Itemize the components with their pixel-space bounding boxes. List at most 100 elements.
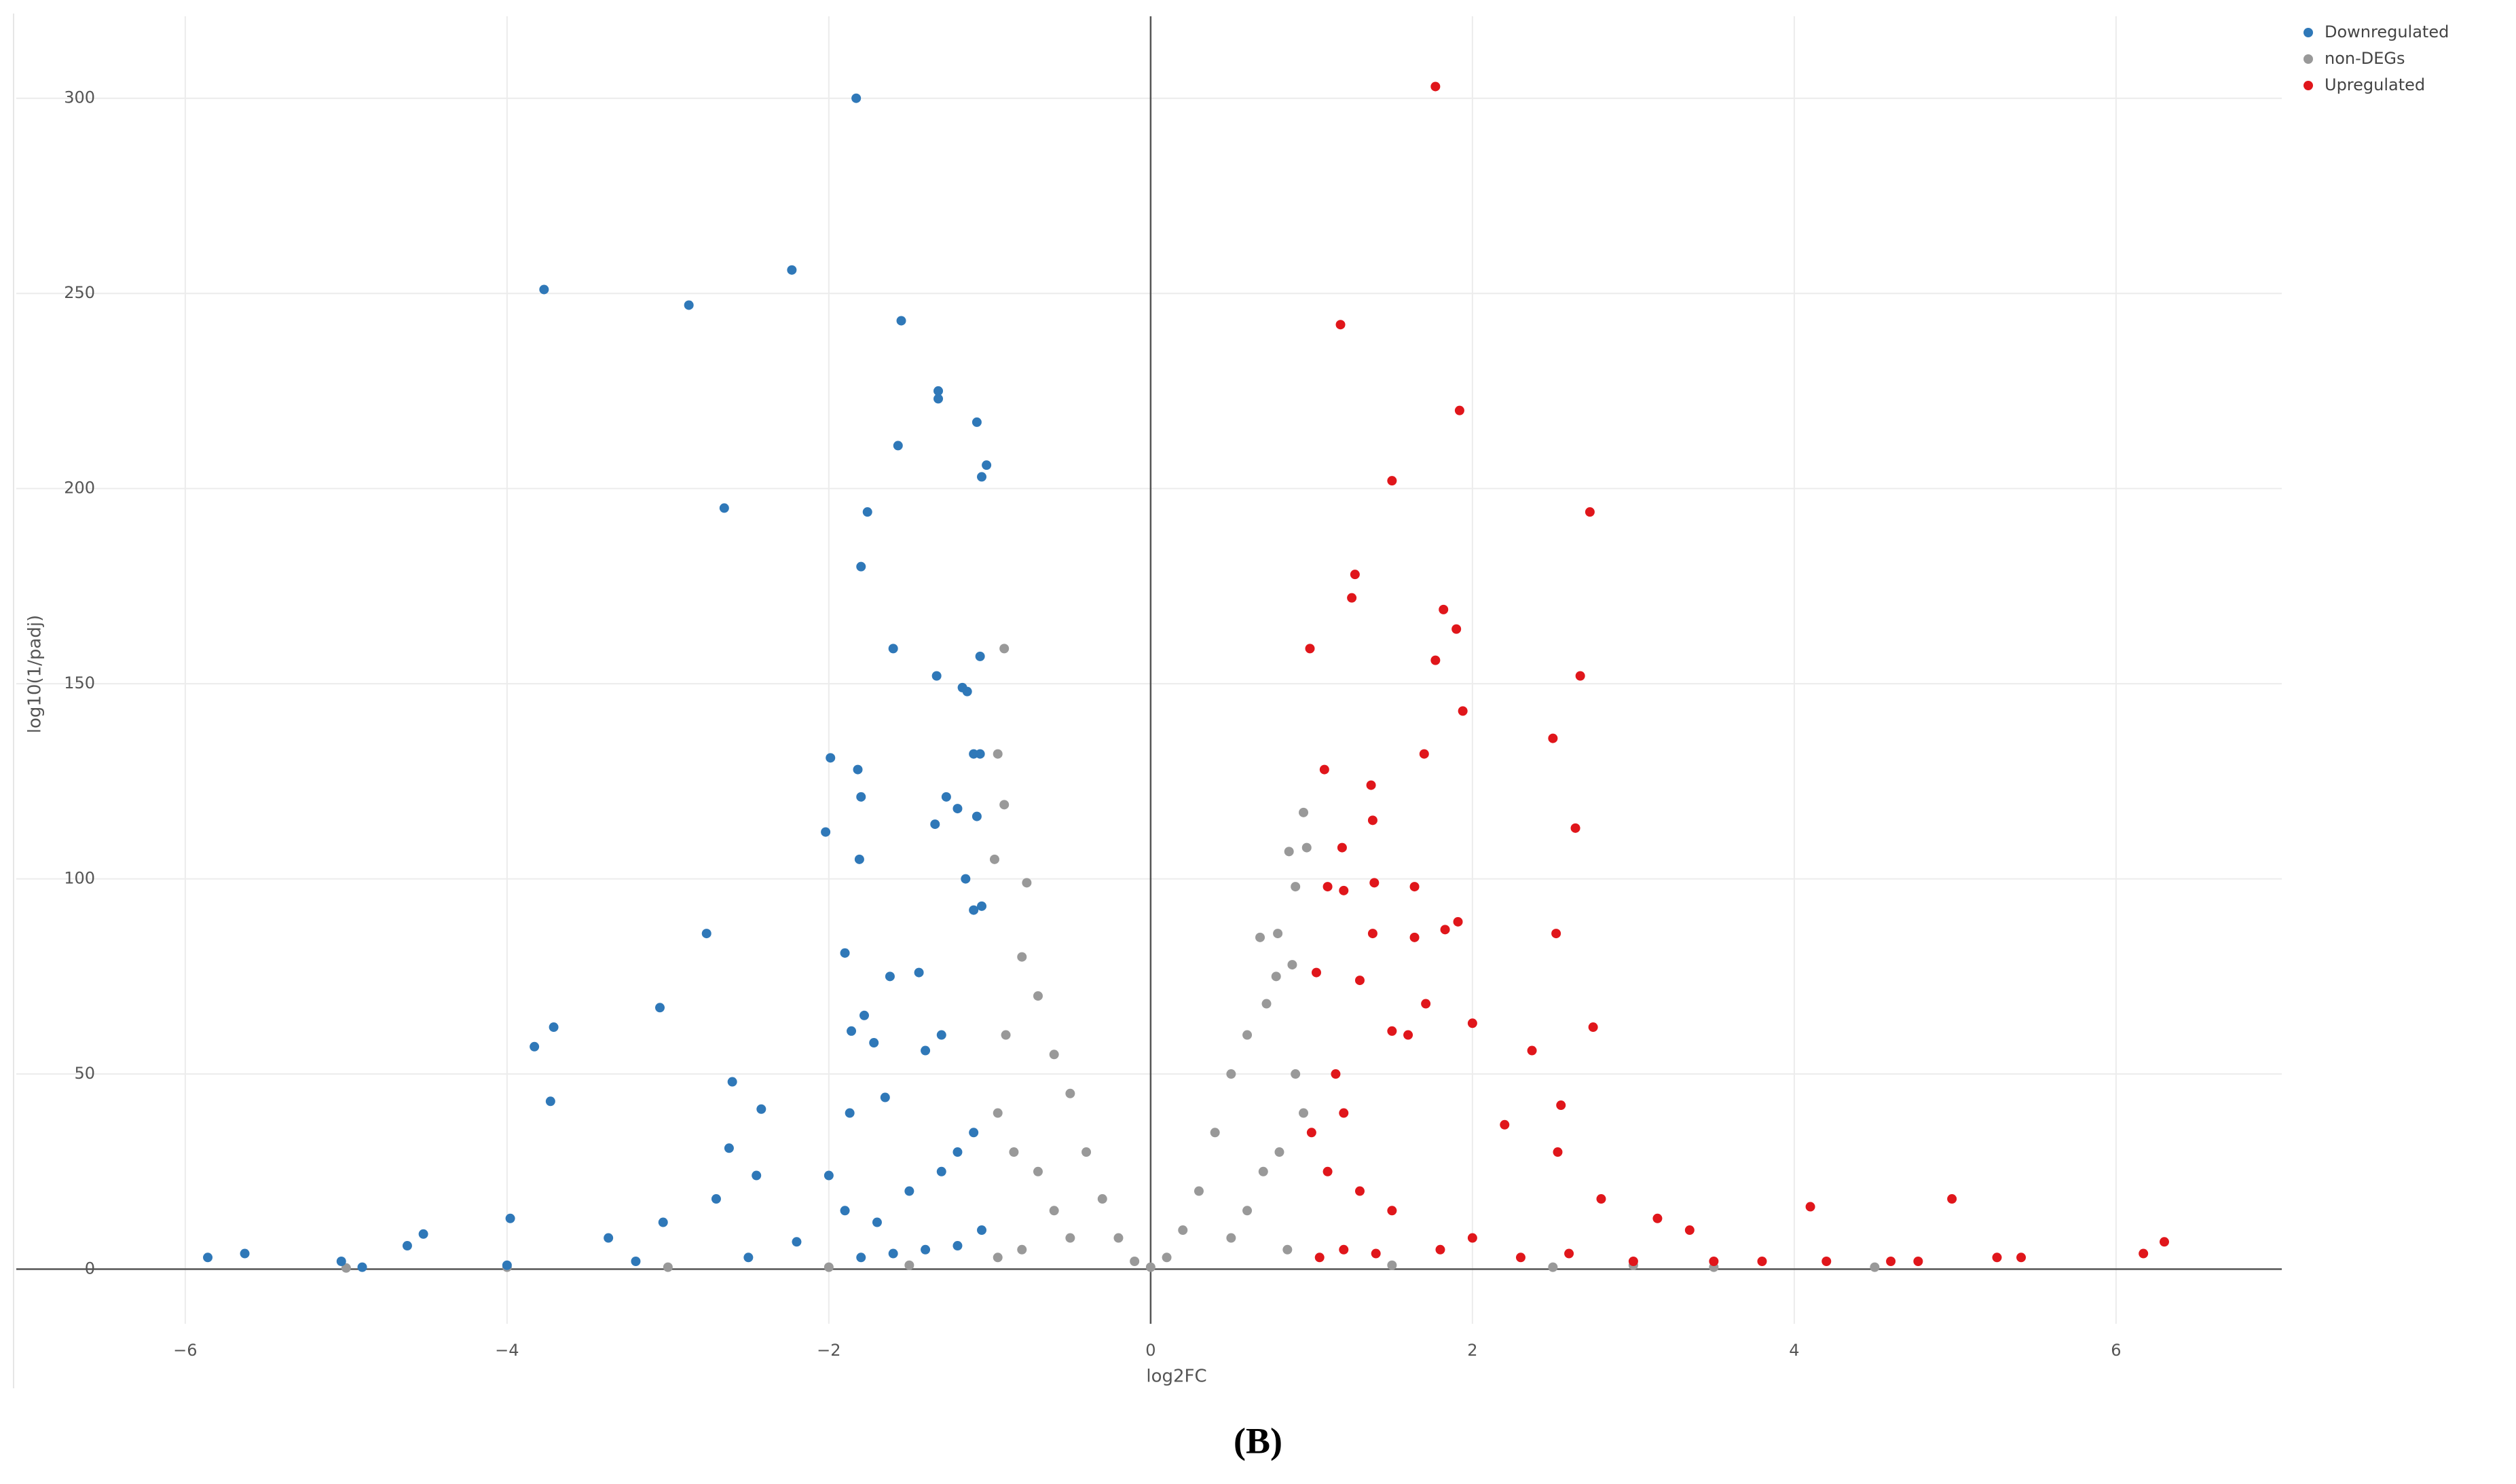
point	[2139, 1248, 2149, 1259]
legend-marker	[2304, 54, 2313, 64]
point	[1319, 764, 1329, 775]
point	[904, 1186, 914, 1196]
point	[1684, 1225, 1695, 1236]
point	[1421, 999, 1431, 1009]
point	[933, 394, 944, 404]
point	[1367, 815, 1377, 826]
point	[853, 764, 863, 775]
point	[999, 644, 1010, 654]
point	[921, 1045, 931, 1056]
point	[1454, 405, 1464, 415]
point	[1354, 976, 1365, 986]
point	[743, 1253, 754, 1263]
point	[1628, 1257, 1638, 1267]
point	[856, 561, 866, 572]
point	[1242, 1030, 1253, 1040]
point	[1430, 81, 1441, 92]
point	[826, 753, 836, 763]
point	[1409, 882, 1420, 892]
point	[1467, 1233, 1477, 1243]
point	[821, 827, 831, 837]
point	[993, 1108, 1003, 1118]
point	[1596, 1194, 1606, 1204]
point	[1709, 1257, 1719, 1267]
point	[1274, 1147, 1284, 1157]
point	[862, 507, 872, 517]
point	[1022, 878, 1032, 888]
point	[1548, 733, 1558, 743]
point	[1821, 1257, 1832, 1267]
point	[1065, 1233, 1075, 1243]
point	[1551, 929, 1561, 939]
point	[1178, 1225, 1188, 1236]
point	[1409, 932, 1420, 942]
point	[1001, 1030, 1011, 1040]
point	[1453, 916, 1463, 927]
point	[1367, 929, 1377, 939]
point	[1354, 1186, 1365, 1196]
point	[1331, 1069, 1341, 1079]
point	[1242, 1206, 1253, 1216]
legend-label: Upregulated	[2325, 75, 2425, 94]
point	[941, 792, 951, 802]
point	[1335, 320, 1346, 330]
point	[1458, 706, 1468, 716]
point	[756, 1104, 766, 1114]
point	[972, 811, 982, 821]
point	[1314, 1253, 1325, 1263]
point	[969, 1128, 979, 1138]
point	[1322, 1166, 1333, 1176]
point	[854, 854, 864, 864]
point	[936, 1030, 946, 1040]
point	[972, 417, 982, 427]
point	[962, 686, 972, 697]
point	[888, 1248, 898, 1259]
point	[1570, 823, 1580, 833]
point	[921, 1244, 931, 1255]
x-tick-label: −2	[817, 1341, 840, 1360]
point	[1500, 1119, 1510, 1130]
point	[1255, 932, 1265, 942]
point	[502, 1260, 512, 1270]
point	[885, 971, 895, 982]
point	[904, 1260, 914, 1270]
point	[1210, 1128, 1220, 1138]
point	[931, 671, 942, 681]
point	[888, 644, 898, 654]
point	[845, 1108, 855, 1118]
x-tick-label: −6	[173, 1341, 197, 1360]
point	[1009, 1147, 1019, 1157]
point	[1439, 604, 1449, 614]
point	[1271, 971, 1281, 982]
point	[1258, 1166, 1268, 1176]
point	[711, 1194, 721, 1204]
x-tick-label: 6	[2111, 1341, 2121, 1360]
point	[880, 1092, 890, 1102]
point	[336, 1257, 346, 1267]
point	[1467, 1018, 1477, 1028]
point	[824, 1170, 834, 1181]
point	[840, 1206, 850, 1216]
point	[1588, 1022, 1598, 1033]
point	[549, 1022, 559, 1033]
point	[1387, 1206, 1397, 1216]
point	[1049, 1050, 1059, 1060]
point	[1017, 952, 1027, 962]
point	[1548, 1262, 1558, 1272]
point	[418, 1229, 428, 1239]
x-tick-label: 2	[1467, 1341, 1477, 1360]
point	[1339, 1244, 1349, 1255]
point	[203, 1253, 213, 1263]
point	[977, 901, 987, 911]
point	[1339, 885, 1349, 895]
point	[1162, 1253, 1172, 1263]
points	[203, 81, 2169, 1273]
point	[1291, 1069, 1301, 1079]
point	[1299, 1108, 1309, 1118]
point	[933, 386, 944, 396]
point	[1322, 882, 1333, 892]
point	[341, 1263, 351, 1273]
point	[999, 800, 1010, 810]
point	[357, 1262, 367, 1272]
legend: Downregulated non-DEGs Upregulated	[2304, 22, 2449, 94]
